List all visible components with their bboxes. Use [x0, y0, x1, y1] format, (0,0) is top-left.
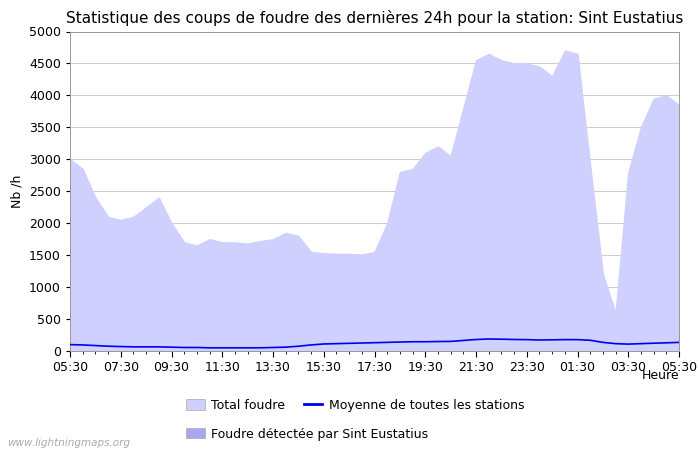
- Legend: Foudre détectée par Sint Eustatius: Foudre détectée par Sint Eustatius: [186, 428, 428, 441]
- Text: www.lightningmaps.org: www.lightningmaps.org: [7, 438, 130, 448]
- Text: Heure: Heure: [641, 369, 679, 382]
- Title: Statistique des coups de foudre des dernières 24h pour la station: Sint Eustatiu: Statistique des coups de foudre des dern…: [66, 10, 683, 26]
- Y-axis label: Nb /h: Nb /h: [10, 175, 23, 208]
